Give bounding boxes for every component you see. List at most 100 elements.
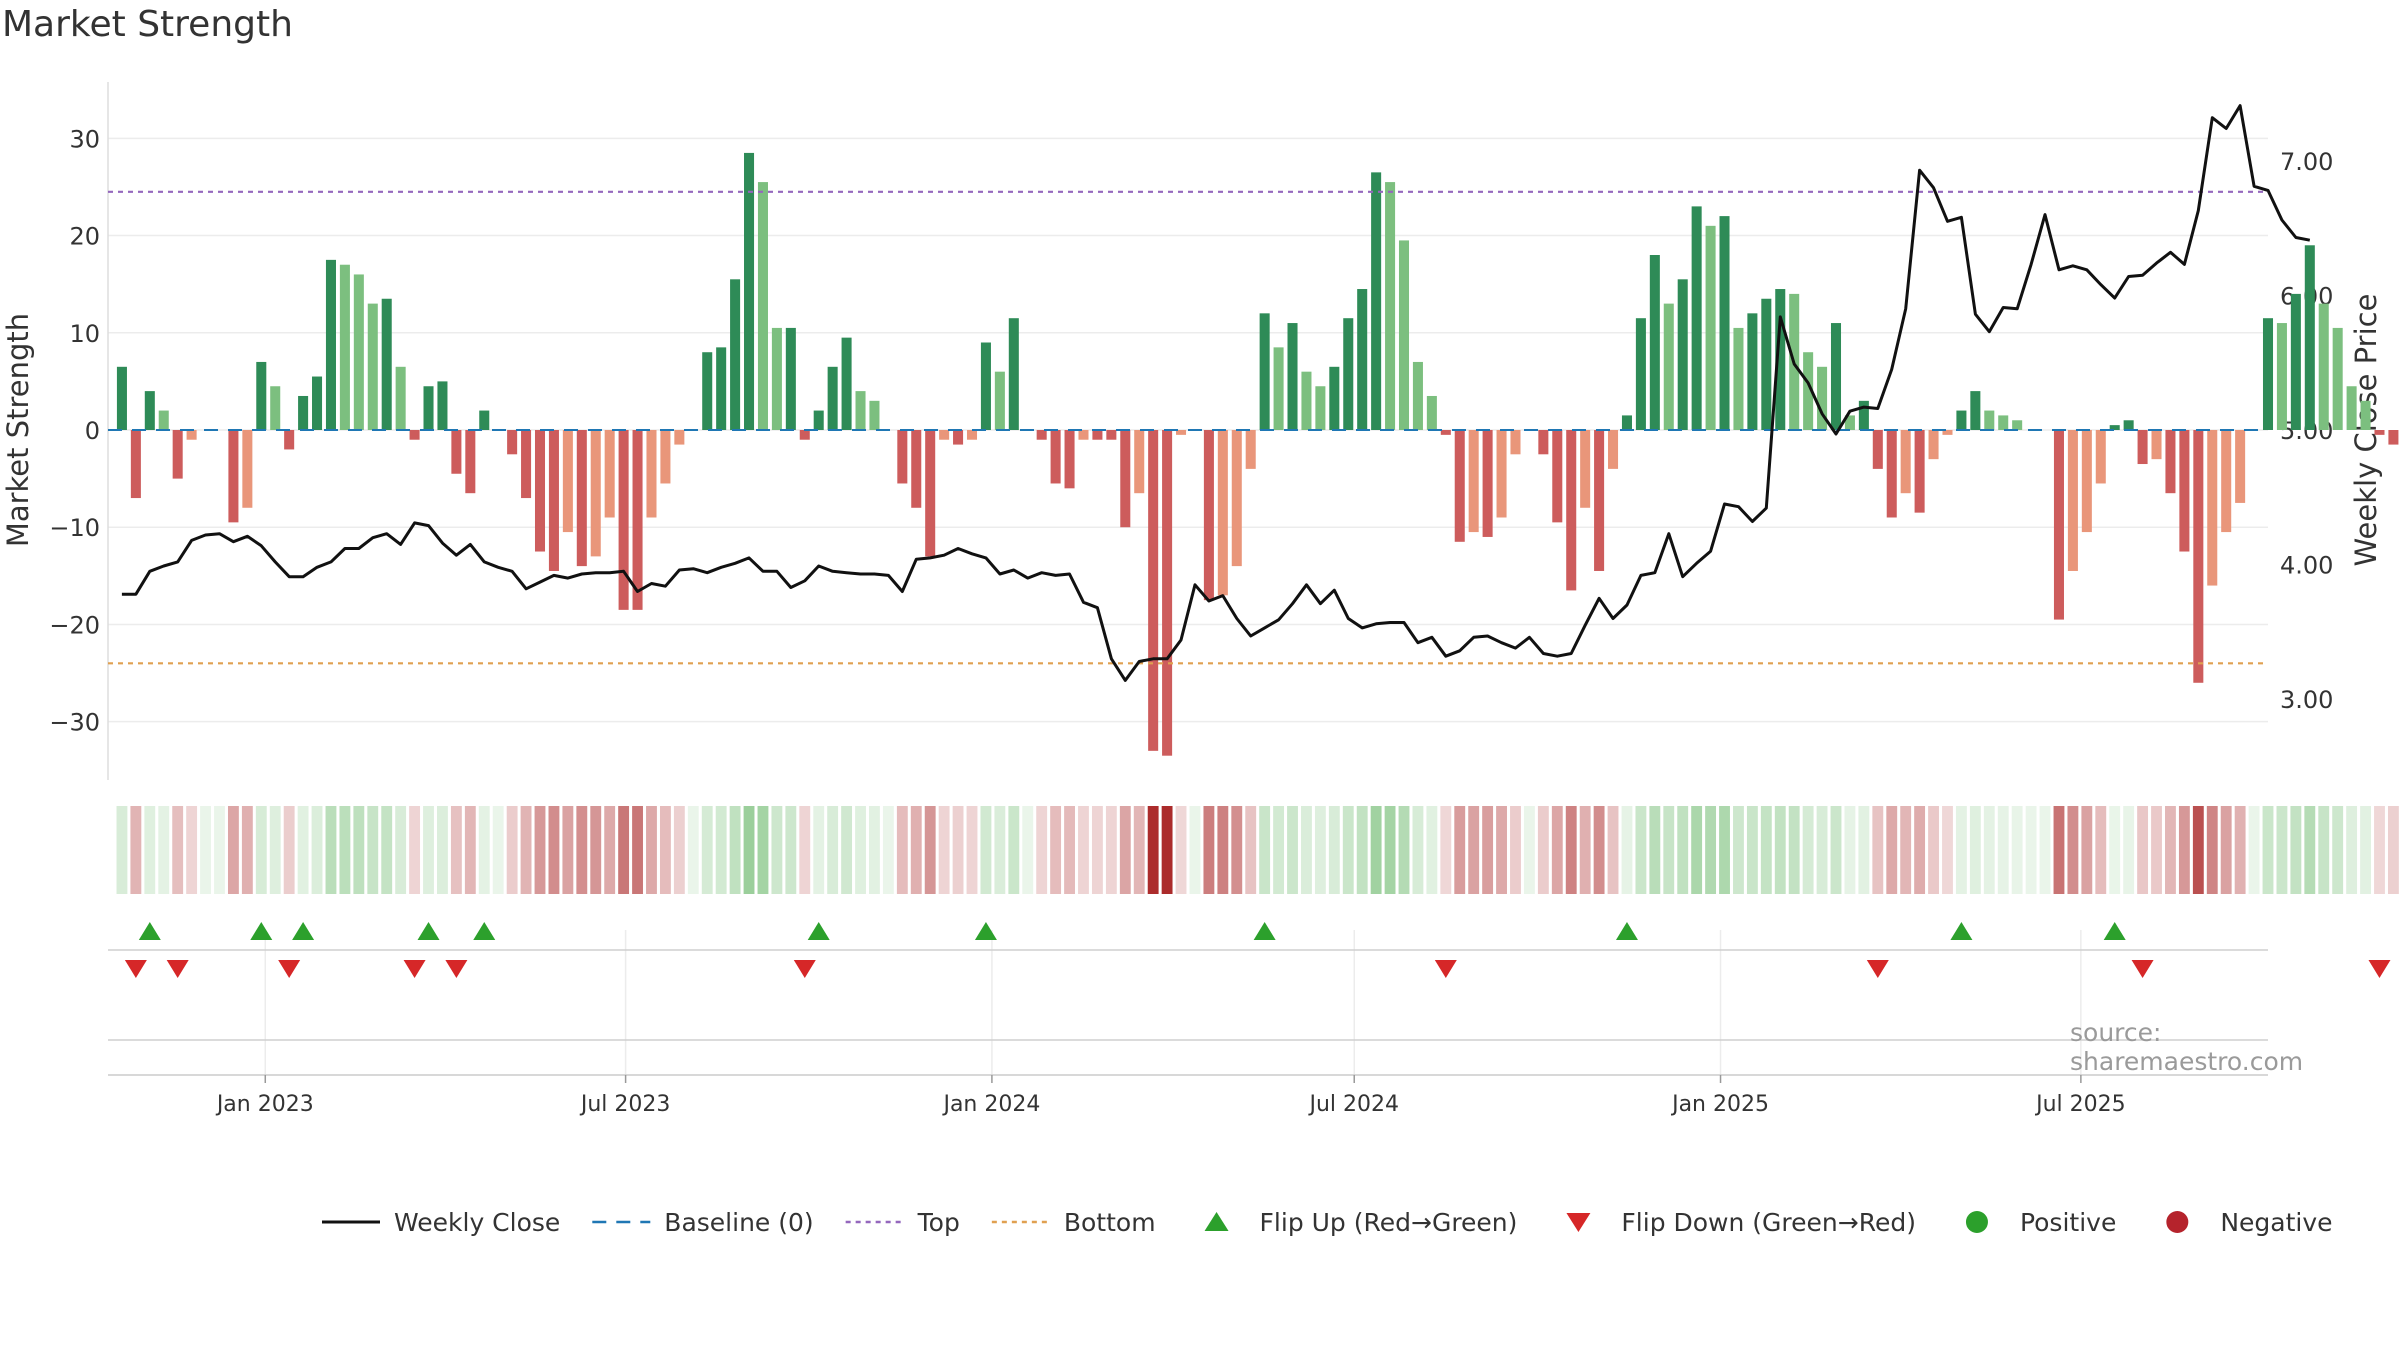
strip-cell xyxy=(2067,806,2079,894)
positive-bar xyxy=(1691,206,1702,430)
positive-bar xyxy=(1385,182,1396,430)
flip-down-marker xyxy=(2368,960,2391,978)
strip-cell xyxy=(1691,806,1703,894)
positive-bar xyxy=(841,337,852,430)
y-right-tick-label: 3.00 xyxy=(2280,686,2333,714)
strip-cell xyxy=(1203,806,1215,894)
negative-bar xyxy=(1872,430,1883,469)
strip-cell xyxy=(910,806,922,894)
legend-label: Baseline (0) xyxy=(664,1208,813,1237)
strip-cell xyxy=(994,806,1006,894)
x-axis: Jan 2023 Jul 2023 Jan 2024 Jul 2024 Jan 2025… xyxy=(108,1074,2268,1117)
strip-cell xyxy=(646,806,657,894)
positive-bar xyxy=(994,371,1005,430)
flip-down-marker xyxy=(793,960,816,978)
strip-cell xyxy=(938,806,950,894)
negative-bar xyxy=(2053,430,2064,620)
strip-cell xyxy=(186,806,198,894)
legend-swatch xyxy=(2166,1211,2189,1233)
strip-cell xyxy=(311,806,323,894)
positive-bar xyxy=(813,410,824,430)
negative-bar xyxy=(799,430,810,440)
strip-cell xyxy=(743,806,755,894)
positive-bar xyxy=(2304,245,2315,430)
strip-cell xyxy=(1091,806,1103,894)
positive-bar xyxy=(1273,347,1284,430)
negative-bar xyxy=(2081,430,2092,533)
negative-bar xyxy=(1120,430,1131,528)
strip-cell xyxy=(966,806,978,894)
negative-bar xyxy=(2388,430,2399,445)
strip-cell xyxy=(1802,806,1814,894)
flip-down-marker xyxy=(124,960,147,978)
negative-bar xyxy=(1566,430,1577,591)
positive-bar xyxy=(855,391,866,430)
flip-down-marker xyxy=(445,960,468,978)
strip-cell xyxy=(618,806,630,894)
positive-bar xyxy=(2290,293,2301,430)
positive-bar xyxy=(1287,323,1298,430)
flip-down-marker xyxy=(403,960,426,978)
strip-cell xyxy=(1523,806,1535,894)
strip-cell xyxy=(1900,806,1912,894)
strip-cell xyxy=(1231,806,1243,894)
strip-cell xyxy=(1649,806,1661,894)
negative-bar xyxy=(507,430,518,455)
strip-cell xyxy=(1969,806,1981,894)
legend-label: Flip Up (Red→Green) xyxy=(1260,1208,1518,1237)
strip-cell xyxy=(492,806,504,894)
strip-cell xyxy=(1050,806,1062,894)
strip-cell xyxy=(1746,806,1758,894)
strip-cell xyxy=(2192,806,2204,894)
negative-bar xyxy=(1608,430,1619,469)
negative-bar xyxy=(590,430,601,557)
positive-bar xyxy=(1259,313,1270,430)
positive-bar xyxy=(1635,318,1646,430)
negative-bar xyxy=(2179,430,2190,552)
x-tick-label: Jul 2024 xyxy=(1307,1092,1399,1117)
positive-bar xyxy=(1970,391,1981,430)
flip-markers xyxy=(108,922,2391,1041)
positive-bar xyxy=(116,366,127,430)
strip-cell xyxy=(269,806,281,894)
strip-cell xyxy=(1942,806,1953,894)
negative-bar xyxy=(646,430,657,518)
positive-bar xyxy=(869,400,880,430)
strip-cell xyxy=(1565,806,1577,894)
flip-up-marker xyxy=(1615,922,1638,940)
flip-down-marker xyxy=(1866,960,1889,978)
strip-cell xyxy=(283,806,295,894)
negative-bar xyxy=(1886,430,1897,518)
negative-bar xyxy=(2165,430,2176,494)
strip-cell xyxy=(2025,806,2037,894)
strip-cell xyxy=(729,806,741,894)
negative-bar xyxy=(1217,430,1228,596)
strip-cell xyxy=(1705,806,1717,894)
positive-bar xyxy=(1984,410,1995,430)
legend-swatch xyxy=(1204,1212,1229,1231)
flip-down-marker xyxy=(278,960,301,978)
strip-cell xyxy=(1022,806,1034,894)
positive-bar xyxy=(1329,366,1340,430)
flip-up-marker xyxy=(473,922,496,940)
positive-bar xyxy=(1705,225,1716,430)
strip-cell xyxy=(1496,806,1507,894)
legend-swatch xyxy=(1965,1211,1988,1233)
strip-cell xyxy=(869,806,880,894)
x-tick-label: Jul 2025 xyxy=(2034,1092,2126,1117)
strip-cell xyxy=(2360,806,2371,894)
negative-bar xyxy=(966,430,978,440)
strip-cell xyxy=(1858,806,1870,894)
y-left-tick-label: 20 xyxy=(69,223,100,251)
y-left-tick-label: −10 xyxy=(49,514,100,542)
positive-bar xyxy=(256,361,267,430)
positive-bar xyxy=(437,381,448,430)
strip-cell xyxy=(855,806,866,894)
strip-cell xyxy=(687,806,699,894)
strip-cell xyxy=(409,806,421,894)
positive-bar xyxy=(1315,386,1326,430)
strip-cell xyxy=(757,806,769,894)
negative-bar xyxy=(1231,430,1242,567)
strip-cell xyxy=(896,806,908,894)
strip-cell xyxy=(1677,806,1689,894)
